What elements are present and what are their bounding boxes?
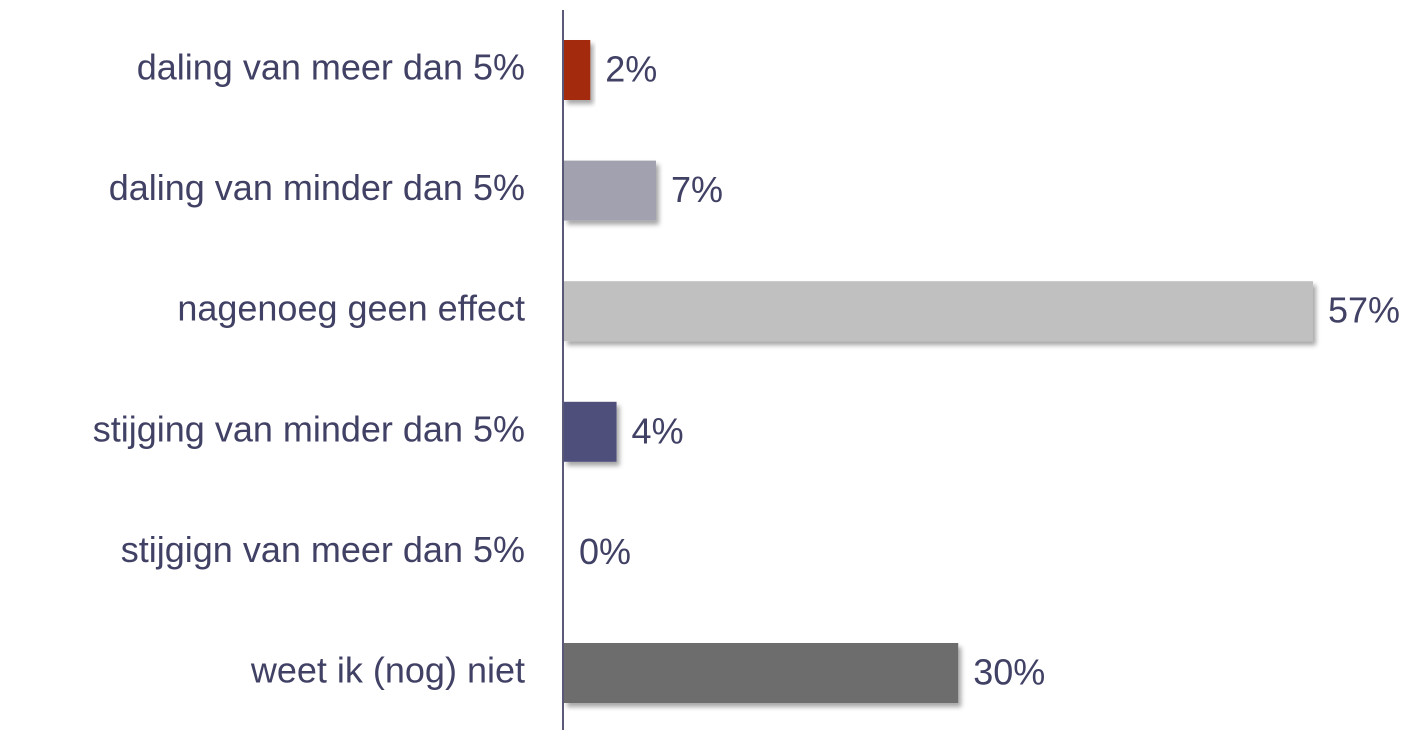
category-label: daling van minder dan 5%	[109, 167, 525, 208]
value-label: 7%	[671, 169, 723, 210]
category-label: stijging van minder dan 5%	[93, 408, 525, 449]
category-label: nagenoeg geen effect	[177, 288, 525, 329]
bar	[564, 643, 959, 703]
category-label: stijgign van meer dan 5%	[121, 529, 525, 570]
bar	[564, 401, 617, 462]
bar	[564, 160, 656, 221]
value-label: 2%	[605, 49, 657, 90]
value-label: 30%	[973, 652, 1045, 693]
category-label: daling van meer dan 5%	[137, 47, 525, 88]
value-label: 0%	[579, 531, 631, 572]
value-label: 57%	[1328, 290, 1400, 331]
category-label: weet ik (nog) niet	[250, 650, 525, 691]
bar	[564, 281, 1313, 342]
bar	[564, 40, 591, 100]
value-label: 4%	[632, 410, 684, 451]
